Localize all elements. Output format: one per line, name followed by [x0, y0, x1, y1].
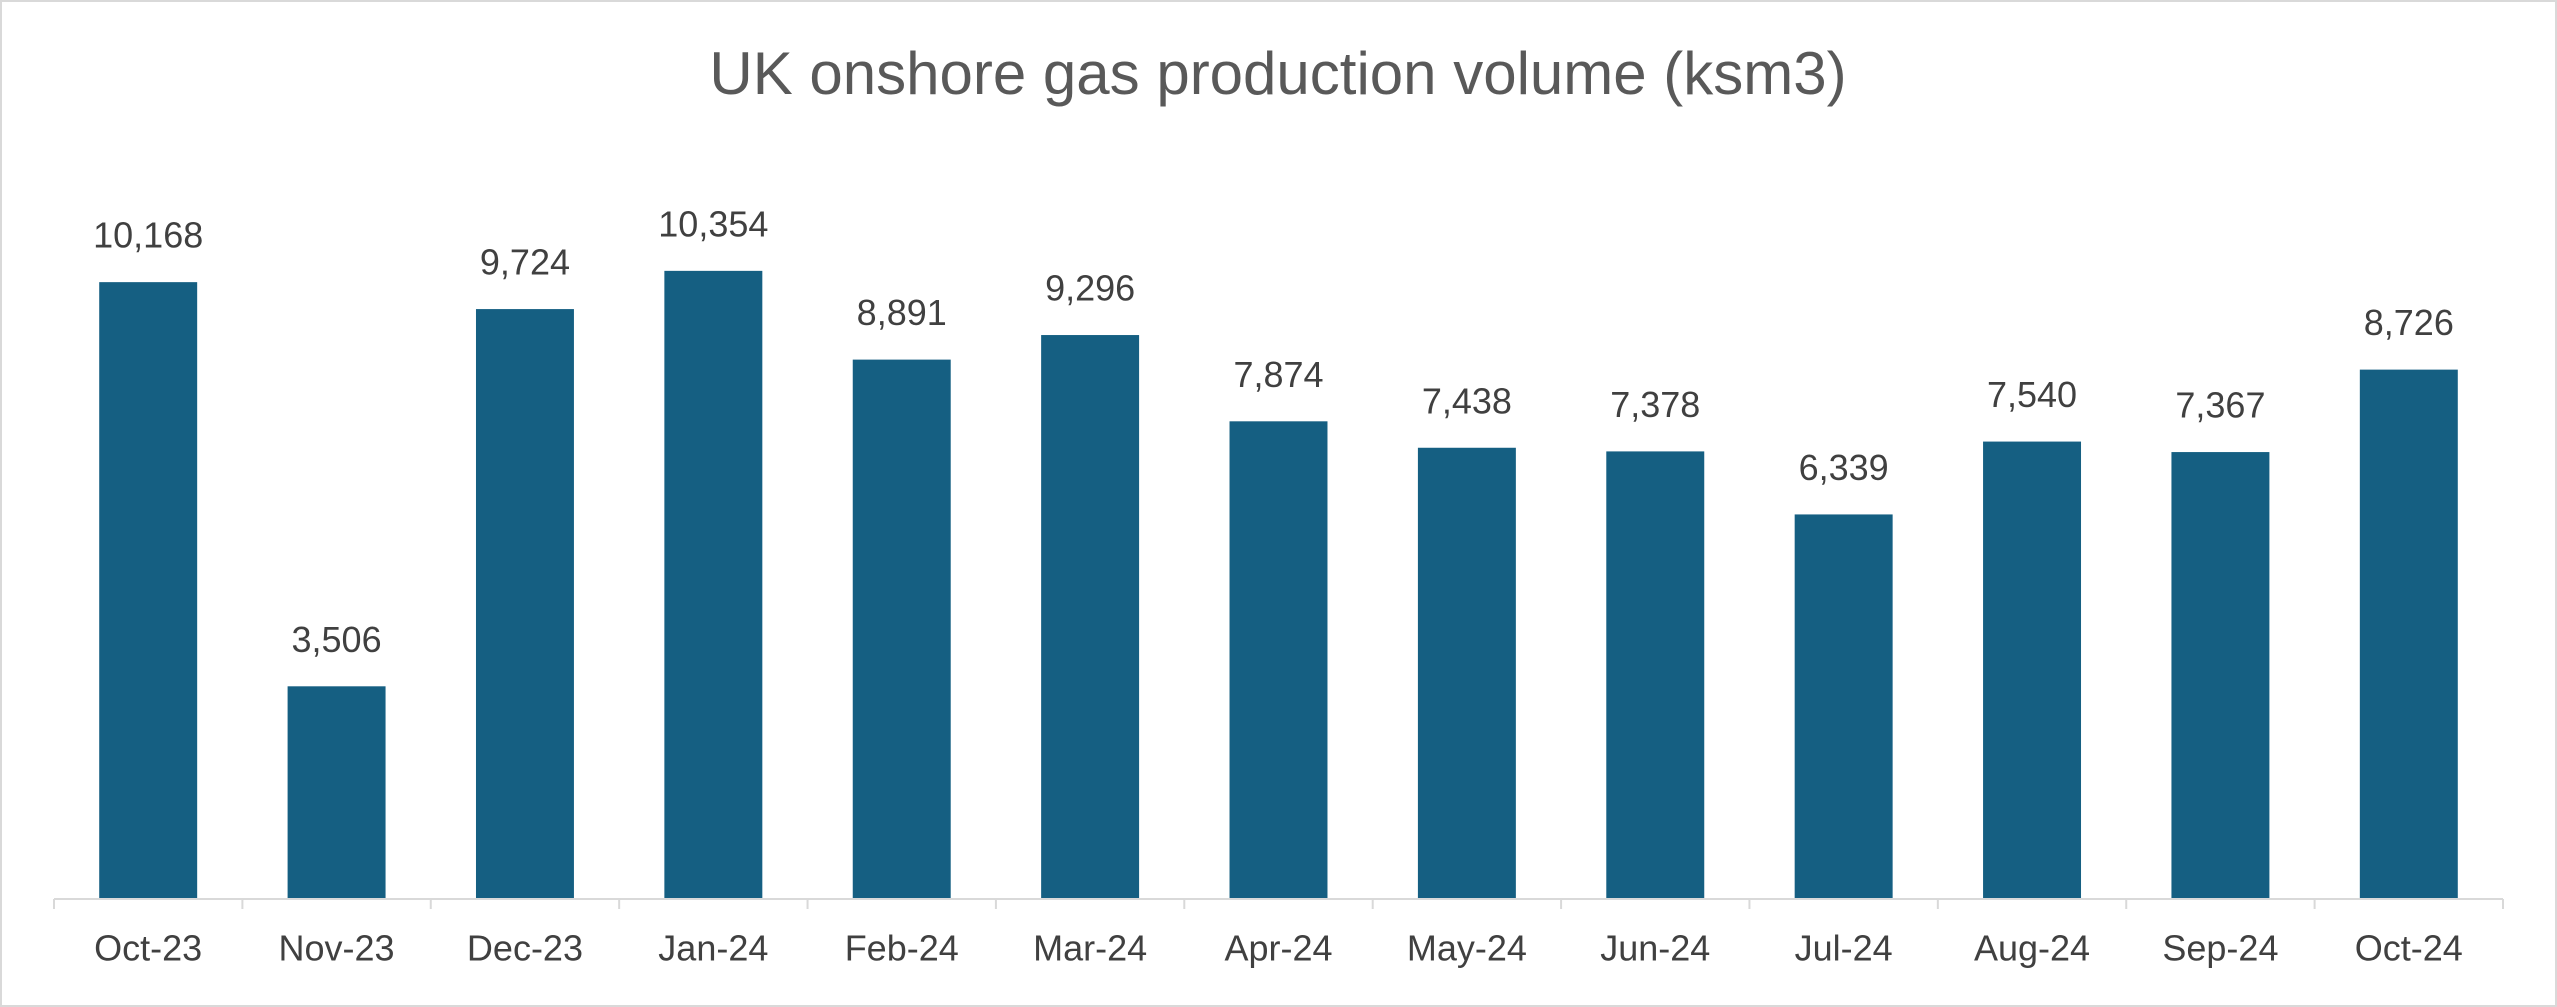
bar [1229, 421, 1328, 899]
data-label: 6,339 [1799, 447, 1889, 488]
x-tick-label: Dec-23 [467, 928, 583, 969]
data-label: 9,296 [1045, 268, 1135, 309]
data-label: 9,724 [480, 242, 570, 283]
bar [475, 309, 574, 899]
x-tick-label: Sep-24 [2162, 928, 2278, 969]
bar [1794, 514, 1893, 899]
data-label: 10,354 [658, 203, 768, 244]
data-label: 7,378 [1610, 384, 1700, 425]
x-tick-label: Mar-24 [1033, 928, 1147, 969]
bar [1041, 335, 1140, 899]
data-label: 8,891 [857, 292, 947, 333]
data-label: 10,168 [93, 215, 203, 256]
data-label: 7,540 [1987, 374, 2077, 415]
data-label: 8,726 [2364, 302, 2454, 343]
bar [99, 282, 198, 899]
x-tick-label: May-24 [1407, 928, 1527, 969]
x-tick-label: Jul-24 [1795, 928, 1893, 969]
data-label: 3,506 [292, 619, 382, 660]
bar [2171, 452, 2270, 899]
bar [287, 686, 386, 899]
bar [1606, 451, 1705, 899]
bar [664, 270, 763, 900]
bar [852, 359, 951, 899]
x-tick-label: Jan-24 [658, 928, 768, 969]
bar [2359, 369, 2458, 899]
chart-title: UK onshore gas production volume (ksm3) [709, 40, 1846, 107]
x-tick-label: Oct-24 [2355, 928, 2463, 969]
x-tick-label: Feb-24 [845, 928, 959, 969]
data-label: 7,874 [1233, 354, 1323, 395]
data-label: 7,367 [2175, 385, 2265, 426]
x-tick-label: Oct-23 [94, 928, 202, 969]
data-label: 7,438 [1422, 380, 1512, 421]
x-tick-label: Jun-24 [1600, 928, 1710, 969]
x-tick-label: Apr-24 [1224, 928, 1332, 969]
bar [1983, 441, 2082, 899]
bar [1417, 447, 1516, 899]
x-tick-label: Aug-24 [1974, 928, 2090, 969]
x-tick-label: Nov-23 [279, 928, 395, 969]
